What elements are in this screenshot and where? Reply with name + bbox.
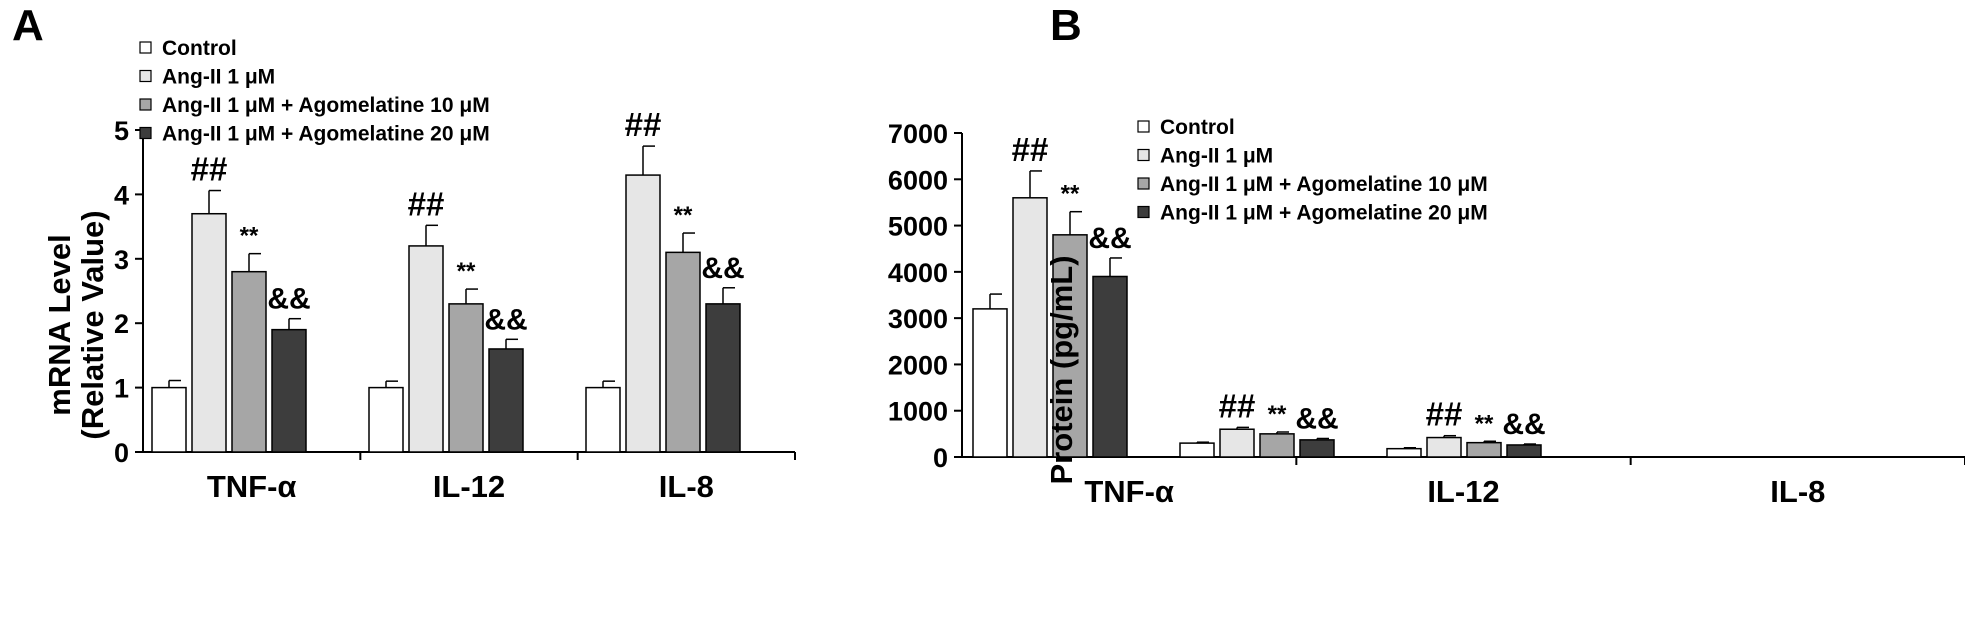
chart-b-bar	[1092, 275, 1128, 458]
chart-a-bar	[705, 303, 741, 453]
chart-a-bar	[151, 386, 187, 453]
chart-b-bar	[1219, 428, 1255, 458]
chart-b-legend-swatch	[1137, 205, 1150, 219]
chart-b-y-tick-label: 1000	[888, 397, 948, 427]
chart-a-legend-swatch	[139, 126, 152, 140]
chart-a-significance-mark: **	[674, 202, 693, 229]
panel-letter-a: A	[12, 1, 44, 50]
chart-b-y-tick-label: 6000	[888, 165, 948, 195]
chart-a-bar	[191, 212, 227, 453]
chart-panel-b: 0 1000 2000 3000 4000 5000 6000 7000 ## ** && TNF-α…	[888, 116, 1965, 509]
chart-a-significance-mark: &&	[267, 283, 310, 316]
chart-a-legend-label: Control	[162, 37, 237, 60]
chart-a-significance-mark: **	[457, 258, 476, 285]
chart-a-y-tick-label: 2	[114, 309, 129, 339]
chart-b-bar	[1179, 442, 1215, 458]
chart-a-bar	[448, 303, 484, 453]
chart-b-significance-mark: &&	[1088, 222, 1131, 255]
chart-a-significance-mark: &&	[484, 303, 527, 336]
chart-a-legend-label: Ang-II 1 μM	[162, 66, 275, 89]
chart-b-category-label: IL-12	[1427, 474, 1499, 509]
chart-a-y-tick-label: 3	[114, 245, 129, 275]
chart-a-bar	[408, 245, 444, 453]
chart-b-y-tick-label: 2000	[888, 350, 948, 380]
chart-a-bar	[665, 251, 701, 453]
chart-b-bar	[1426, 436, 1462, 458]
chart-b-bar	[1052, 234, 1088, 458]
chart-b-legend-label: Control	[1160, 116, 1235, 139]
chart-a-significance-mark: &&	[701, 252, 744, 285]
chart-b-significance-mark: &&	[1295, 402, 1338, 435]
chart-a-y-tick-label: 1	[114, 374, 129, 404]
chart-b-significance-mark: &&	[1502, 408, 1545, 441]
y-axis-title-a-line2: (Relative Value)	[75, 210, 110, 439]
chart-b-bar	[1386, 447, 1422, 458]
chart-b-bar	[972, 308, 1008, 458]
chart-b-legend-label: Ang-II 1 μM + Agomelatine 20 μM	[1160, 202, 1488, 225]
chart-a-y-tick-label: 0	[114, 438, 129, 468]
chart-b-y-tick-label: 3000	[888, 304, 948, 334]
chart-a-bar	[271, 328, 307, 453]
chart-b-significance-mark: **	[1061, 181, 1080, 208]
chart-a-category-label: IL-12	[433, 469, 505, 504]
chart-a-legend-swatch	[139, 41, 152, 54]
chart-a-legend-label: Ang-II 1 μM + Agomelatine 20 μM	[162, 123, 490, 146]
chart-b-bar	[1506, 444, 1542, 458]
chart-b-category-label: TNF-α	[1084, 474, 1174, 509]
chart-a-legend-swatch	[139, 98, 152, 111]
chart-b-significance-mark: **	[1475, 410, 1494, 437]
chart-b-bar	[1012, 197, 1048, 458]
chart-a-bar	[488, 348, 524, 453]
chart-b-legend-swatch	[1137, 120, 1150, 133]
chart-a-significance-mark: ##	[625, 106, 662, 143]
chart-b-bar	[1299, 439, 1335, 458]
chart-b-legend-swatch	[1137, 148, 1150, 162]
y-axis-title-a-line1: mRNA Level	[42, 234, 77, 415]
chart-a-y-tick-label: 4	[114, 180, 129, 210]
chart-a-category-label: TNF-α	[207, 469, 297, 504]
chart-a-bar	[585, 386, 621, 453]
panel-letter-b: B	[1050, 1, 1082, 50]
chart-a-significance-mark: ##	[191, 151, 228, 188]
chart-b-y-tick-label: 5000	[888, 212, 948, 242]
chart-a-significance-mark: **	[240, 223, 259, 250]
chart-a-bar	[231, 270, 267, 453]
chart-b-legend-label: Ang-II 1 μM + Agomelatine 10 μM	[1160, 173, 1488, 196]
chart-b-bar	[1259, 433, 1295, 458]
chart-b-category-label: IL-8	[1770, 474, 1825, 509]
chart-b-y-tick-label: 4000	[888, 258, 948, 288]
chart-b-bar	[1466, 441, 1502, 458]
chart-b-significance-mark: ##	[1426, 396, 1463, 433]
chart-a-legend-label: Ang-II 1 μM + Agomelatine 10 μM	[162, 94, 490, 117]
chart-b-significance-mark: **	[1268, 401, 1287, 428]
chart-b-significance-mark: ##	[1219, 387, 1256, 424]
chart-a-bar	[368, 386, 404, 453]
chart-b-y-tick-label: 7000	[888, 119, 948, 149]
chart-a-bar	[625, 174, 661, 453]
chart-b-legend-swatch	[1137, 177, 1150, 190]
chart-b-y-tick-label: 0	[933, 443, 948, 473]
chart-b-legend-label: Ang-II 1 μM	[1160, 145, 1273, 168]
y-axis-title-b: Protein (pg/mL)	[1044, 255, 1079, 484]
chart-a-category-label: IL-8	[659, 469, 714, 504]
chart-a-y-tick-label: 5	[114, 116, 129, 146]
chart-b-significance-mark: ##	[1012, 131, 1049, 168]
chart-a-significance-mark: ##	[408, 185, 445, 222]
chart-a-legend-swatch	[139, 69, 152, 83]
chart-panel-a: 0 1 2 3 4 5 ## ** && TNF-α ## ** && IL-12 ## ** && IL-8 Co…	[114, 37, 796, 504]
